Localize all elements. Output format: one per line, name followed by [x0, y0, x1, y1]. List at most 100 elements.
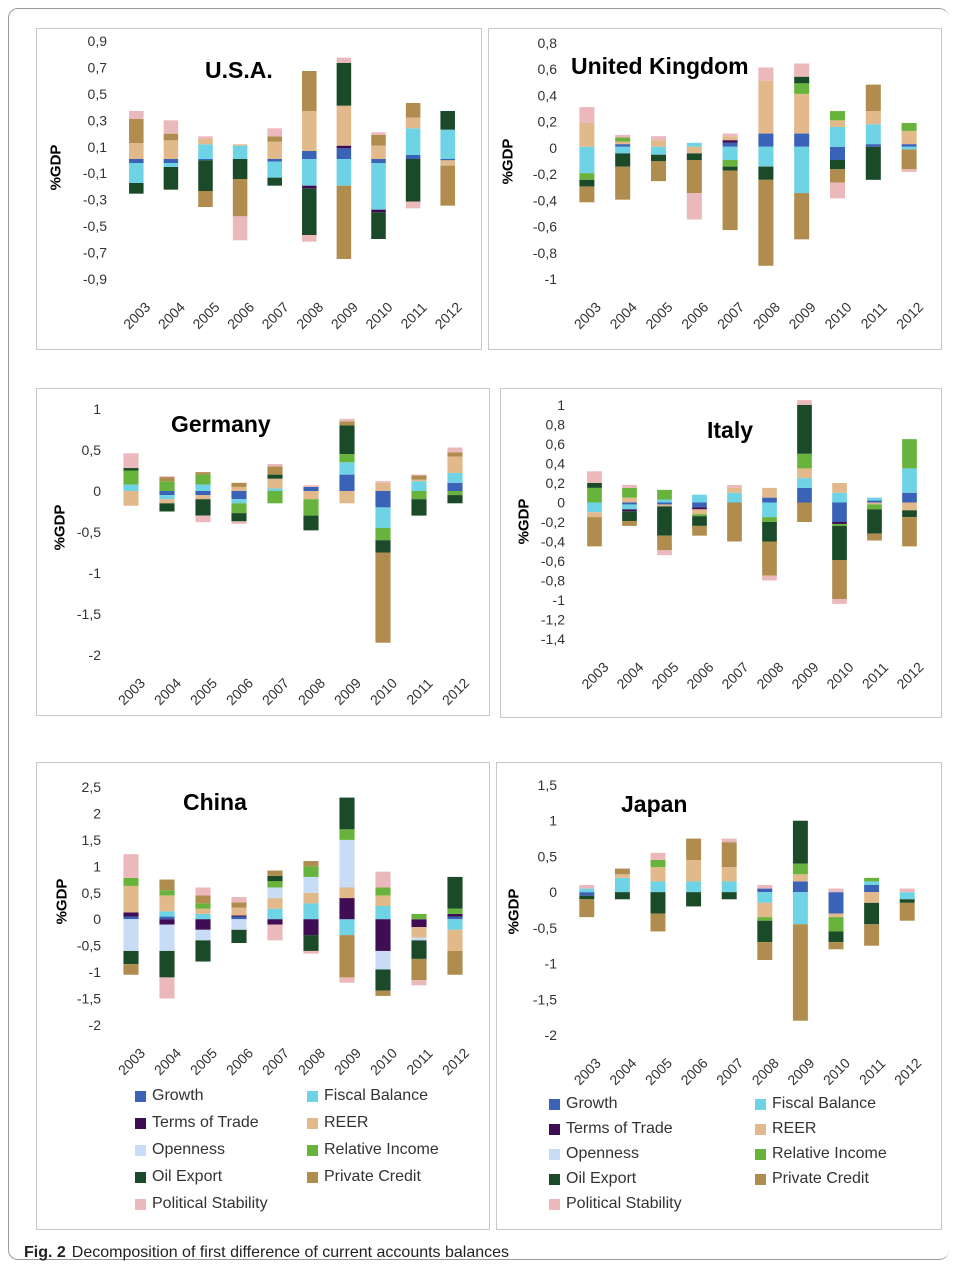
- x-tick-label: 2012: [431, 299, 464, 332]
- x-tick-label: 2007: [718, 659, 751, 692]
- bar-private-credit-2012: [902, 517, 917, 547]
- bar-private-credit-2010: [832, 560, 847, 600]
- y-tick-label: -1: [89, 565, 102, 581]
- bar-growth-2009: [339, 474, 355, 491]
- bar-reer-2007: [267, 141, 282, 159]
- bar-oil-export-2008: [757, 920, 773, 943]
- bar-oil-export-2005: [195, 499, 211, 516]
- bar-oil-export-2010: [375, 540, 391, 553]
- bar-private-credit-2005: [650, 161, 667, 182]
- bar-growth-2010: [829, 146, 846, 160]
- bar-oil-export-2003: [129, 183, 144, 194]
- bar-oil-export-2009: [336, 63, 352, 106]
- bar-private-credit-2003: [129, 119, 144, 143]
- y-tick-label: 0,4: [538, 87, 558, 103]
- bar-private-credit-2011: [411, 475, 427, 480]
- bar-oil-export-2011: [864, 902, 880, 925]
- legend-swatch-political-stability: [135, 1198, 146, 1210]
- x-tick-label: 2005: [187, 675, 220, 708]
- y-tick-label: -0,6: [541, 553, 565, 569]
- bar-fiscal-balance-2007: [727, 492, 742, 503]
- legend-label: Terms of Trade: [566, 1120, 673, 1137]
- bar-fiscal-balance-2007: [267, 488, 283, 491]
- bar-political-stability-2006: [231, 521, 247, 524]
- legend-swatch-oil-export: [549, 1173, 560, 1185]
- y-axis-label: %GDP: [47, 144, 65, 191]
- bar-reer-2010: [828, 913, 844, 918]
- bar-relative-income-2012: [447, 908, 463, 914]
- x-tick-label: 2012: [893, 299, 926, 332]
- bar-fiscal-balance-2006: [686, 881, 702, 893]
- bar-fiscal-balance-2006: [692, 494, 707, 503]
- figure-caption: Fig. 2 Decomposition of first difference …: [24, 1244, 509, 1262]
- bar-growth-2004: [615, 144, 631, 147]
- y-tick-label: 0: [549, 884, 557, 900]
- y-tick-label: -1,4: [541, 631, 565, 647]
- bar-political-stability-2005: [650, 136, 667, 141]
- bar-private-credit-2005: [195, 472, 211, 475]
- bar-openness-2011: [411, 937, 427, 941]
- bar-oil-export-2004: [615, 153, 631, 167]
- bar-growth-2004: [163, 159, 179, 163]
- bar-private-credit-2006: [232, 179, 248, 217]
- y-tick-label: 1: [93, 401, 101, 417]
- chart-panel-usa: 0,9 0,7 0,5 0,3 0,1 -0,1 -0,3 -0,5 -0,7 -0,9 2003 2…: [36, 28, 482, 350]
- bar-reer-2005: [195, 908, 211, 914]
- y-tick-label: 0,5: [82, 442, 102, 458]
- bar-fiscal-balance-2011: [865, 124, 881, 145]
- bar-oil-export-2011: [411, 499, 427, 516]
- bar-political-stability-2012: [901, 169, 917, 172]
- bar-oil-export-2007: [722, 166, 738, 171]
- y-tick-label: 0,6: [546, 436, 566, 452]
- bar-terms-of-trade-2008: [303, 919, 319, 936]
- bar-private-credit-2009: [339, 935, 355, 978]
- chart-panel-japan: 1,5 1 0,5 0 -0,5 -1 -1,5 -2 2003 2004 2005 2006 2007…: [496, 762, 942, 1230]
- bar-terms-of-trade-2009: [336, 145, 352, 149]
- legend-label: Political Stability: [152, 1195, 268, 1212]
- legend-swatch-terms-of-trade: [135, 1117, 146, 1129]
- bar-reer-2006: [232, 144, 248, 146]
- bar-reer-2008: [762, 487, 777, 498]
- x-tick-label: 2003: [115, 675, 148, 708]
- bar-political-stability-2003: [579, 885, 595, 889]
- bar-growth-2003: [129, 159, 144, 163]
- bar-relative-income-2003: [123, 877, 139, 886]
- bar-oil-export-2009: [339, 425, 355, 455]
- bar-growth-2006: [692, 502, 707, 508]
- bar-relative-income-2010: [828, 917, 844, 932]
- bar-fiscal-balance-2008: [302, 159, 317, 186]
- bar-private-credit-2006: [692, 525, 707, 536]
- x-tick-label: 2011: [397, 299, 430, 332]
- bar-political-stability-2007: [267, 128, 282, 137]
- bar-fiscal-balance-2007: [721, 881, 737, 893]
- bar-oil-export-2012: [440, 111, 455, 130]
- x-tick-label: 2006: [223, 675, 256, 708]
- bar-oil-export-2007: [267, 474, 283, 479]
- x-tick-label: 2004: [613, 659, 646, 692]
- bar-private-credit-2007: [721, 842, 737, 868]
- bar-growth-2011: [405, 155, 421, 159]
- y-tick-label: 1: [93, 858, 101, 874]
- bar-terms-of-trade-2003: [123, 912, 139, 917]
- y-tick-label: -1,2: [541, 612, 565, 628]
- y-tick-label: 0,2: [538, 114, 558, 130]
- bar-private-credit-2007: [267, 136, 282, 142]
- figure-frame: [8, 8, 949, 1260]
- bar-private-credit-2008: [302, 71, 317, 111]
- legend-item: Growth: [549, 1095, 618, 1113]
- x-tick-label: 2011: [859, 659, 892, 692]
- bar-growth-2007: [722, 142, 738, 147]
- x-tick-label: 2011: [403, 675, 436, 708]
- bar-political-stability-2012: [899, 888, 915, 893]
- legend-item: Political Stability: [549, 1195, 682, 1213]
- bar-oil-export-2012: [902, 510, 917, 518]
- legend-swatch-growth: [549, 1098, 560, 1110]
- bar-private-credit-2007: [722, 170, 738, 231]
- bar-relative-income-2008: [757, 917, 773, 921]
- bar-relative-income-2007: [722, 160, 738, 167]
- x-tick-label: 2006: [224, 299, 257, 332]
- legend-item: Oil Export: [135, 1168, 222, 1186]
- bar-oil-export-2009: [792, 820, 808, 864]
- legend-swatch-private-credit: [755, 1173, 766, 1185]
